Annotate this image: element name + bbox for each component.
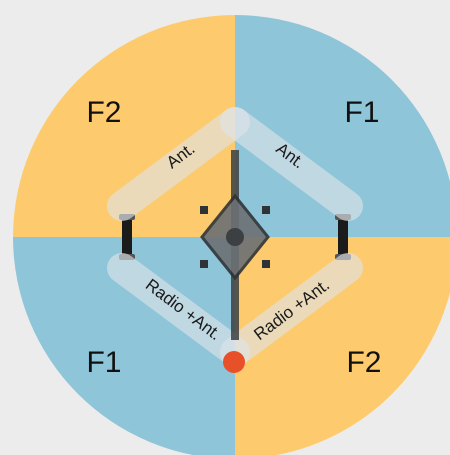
band-upper-left: [107, 107, 250, 221]
band-lower-right: [220, 253, 363, 367]
band-lower-left: [107, 253, 250, 367]
quadrant-label-bottom-left: F1: [86, 346, 121, 379]
quadrant-label-top-left: F2: [86, 96, 121, 129]
band-upper-right: [220, 107, 363, 221]
radio-position-dot: [223, 351, 245, 373]
quadrant-label-top-right: F1: [344, 96, 379, 129]
antenna-frame: [107, 107, 363, 367]
quadrant-label-bottom-right: F2: [346, 346, 381, 379]
drone-body-icon: [200, 150, 270, 340]
